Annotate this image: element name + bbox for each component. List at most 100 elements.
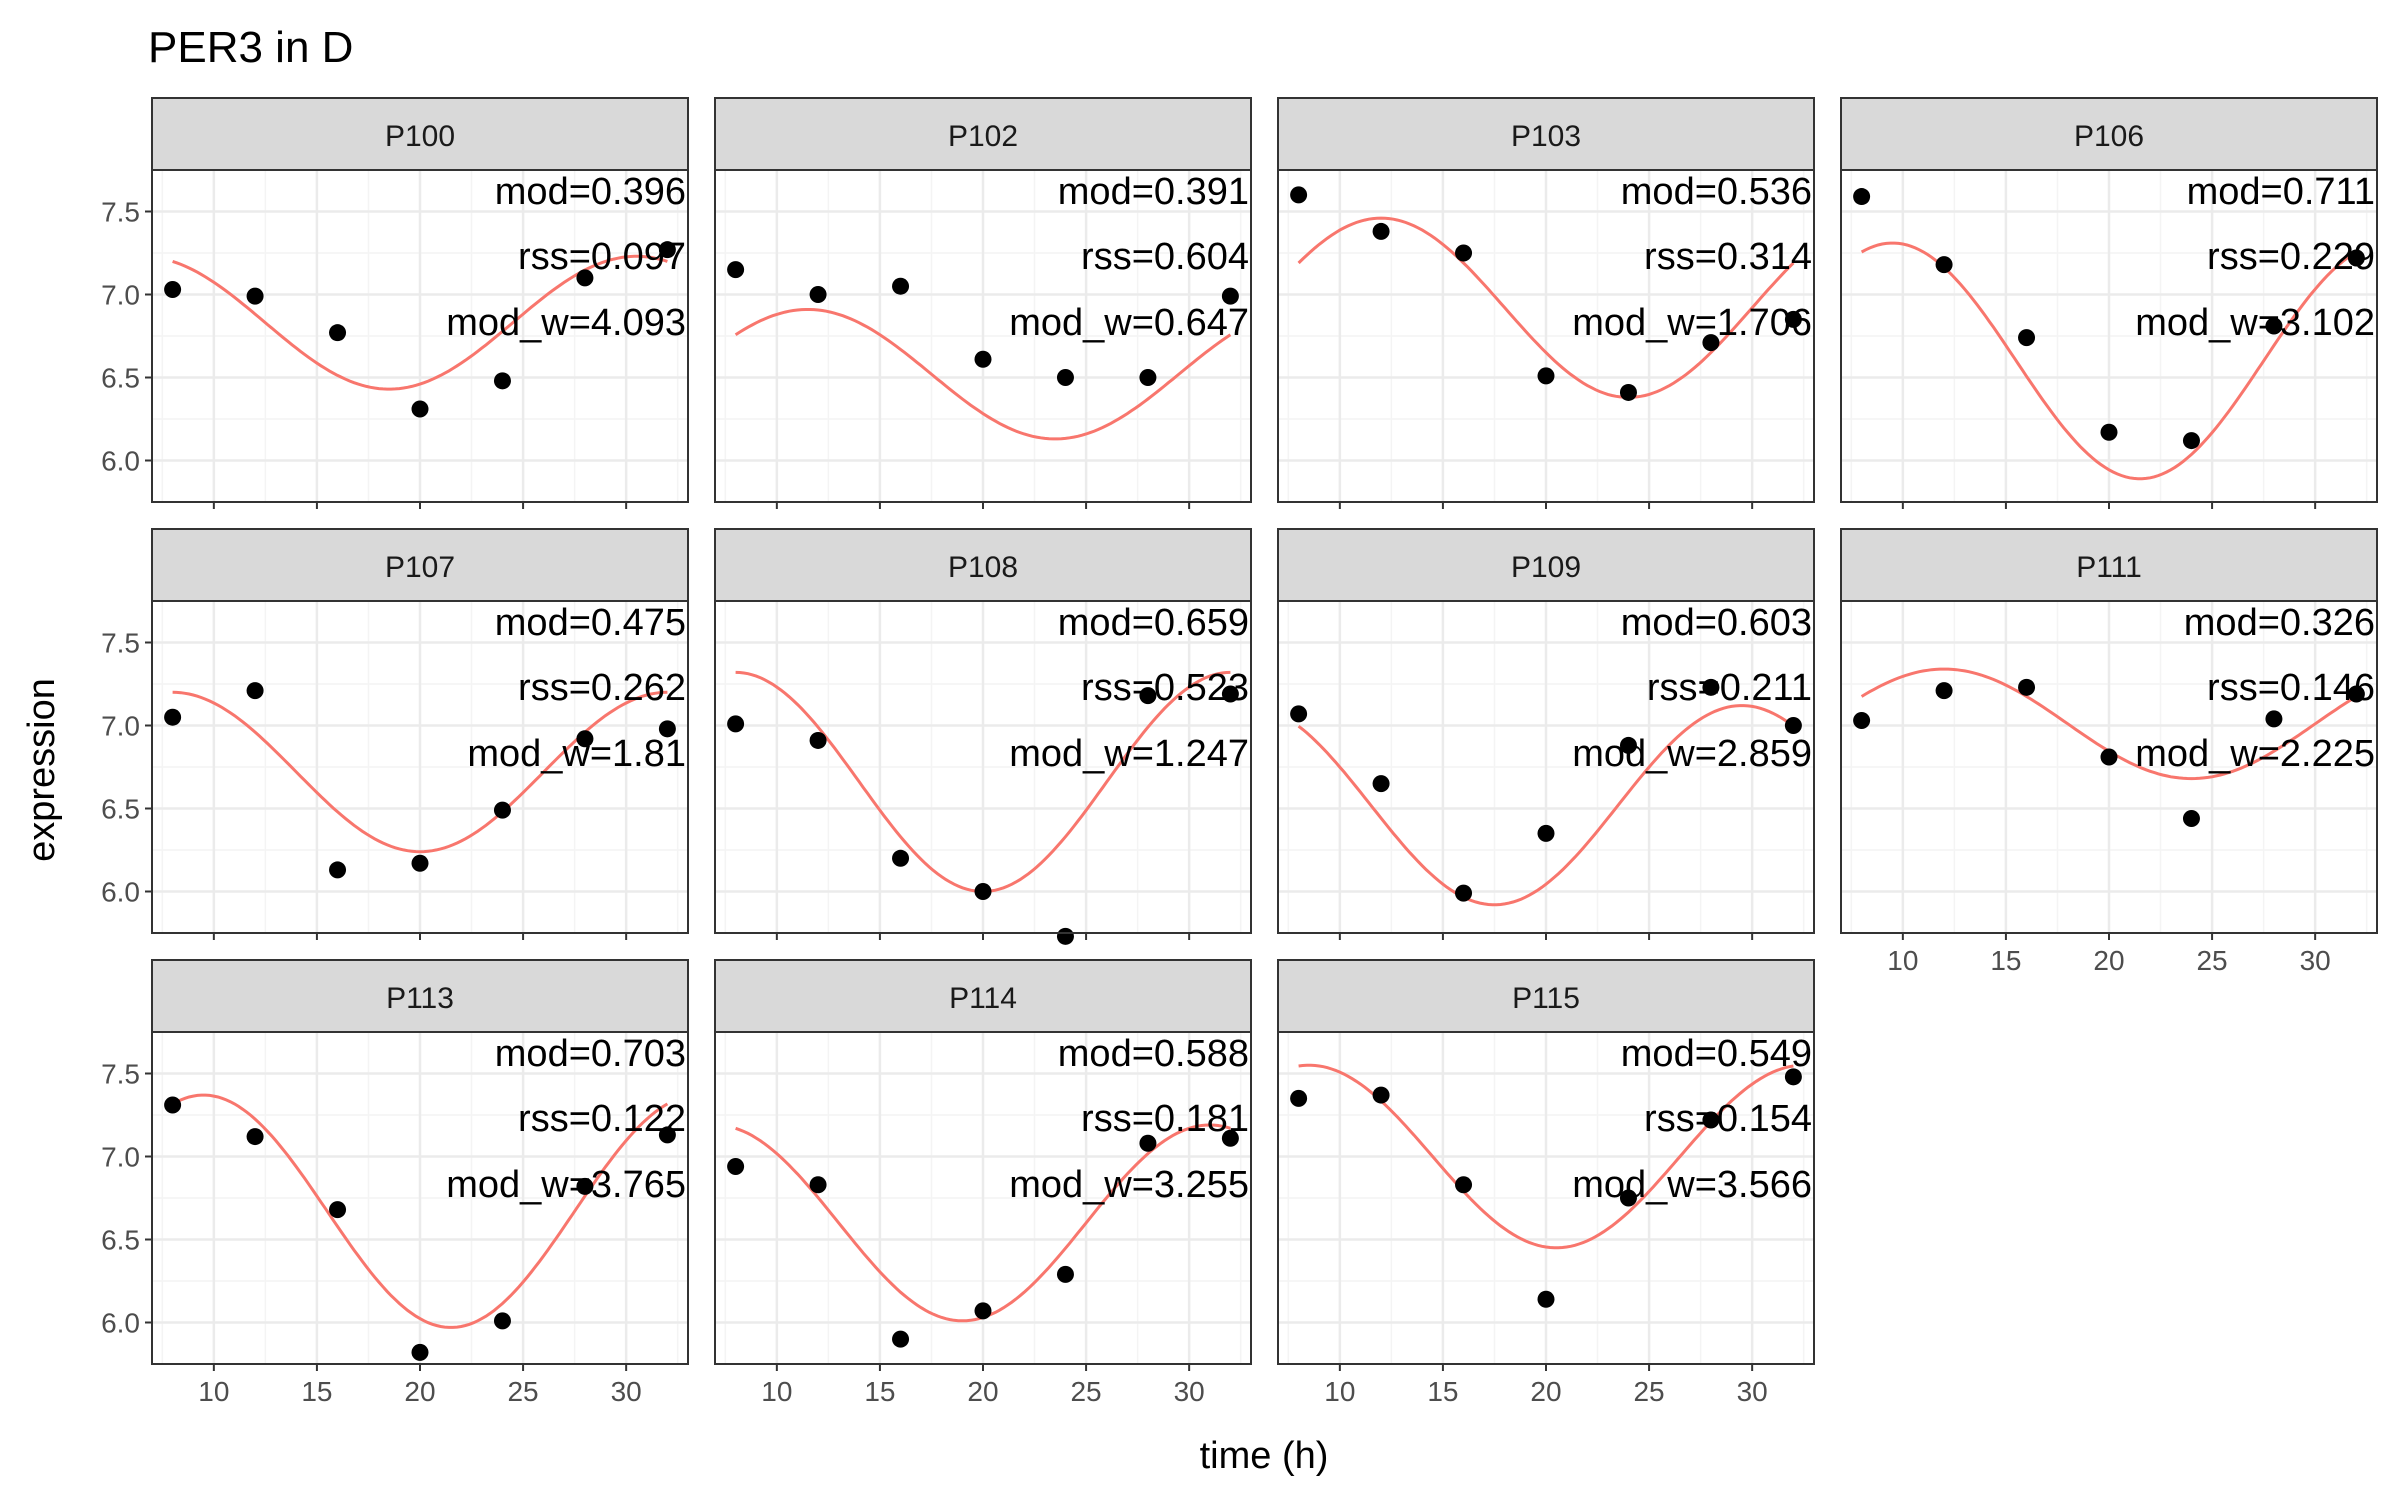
annotation-mod: mod=0.326 <box>2184 602 2375 644</box>
facet-strip <box>714 97 1252 171</box>
annotation-rss: rss=0.154 <box>1644 1098 1812 1140</box>
data-point <box>2100 748 2118 766</box>
annotation-mod: mod=0.536 <box>1621 171 1812 213</box>
annotation-mod-w: mod_w=4.093 <box>446 302 686 344</box>
x-tick-label: 15 <box>301 1376 332 1407</box>
data-point <box>1702 334 1720 352</box>
data-point <box>1139 369 1157 386</box>
facet-panel-p111: P111 mod=0.326 rss=0.146 mod_w=2.225 10 15 20 2… <box>1840 528 2378 976</box>
x-axis-title: time (h) <box>1200 1435 1329 1477</box>
data-point <box>246 287 264 305</box>
data-point <box>246 1128 264 1146</box>
x-tick-label: 30 <box>611 1376 642 1407</box>
facet-strip <box>1277 97 1815 171</box>
data-point <box>1221 287 1239 305</box>
chart-title: PER3 in D <box>148 23 353 72</box>
data-point <box>1290 1089 1308 1107</box>
data-point <box>1139 687 1157 705</box>
annotation-mod: mod=0.588 <box>1058 1033 1249 1075</box>
data-point <box>1056 369 1074 386</box>
facet-strip-label: P113 <box>386 982 454 1015</box>
data-point <box>1221 1129 1239 1147</box>
annotation-mod-w: mod_w=3.102 <box>2135 302 2375 344</box>
data-point <box>576 730 594 748</box>
y-tick-label: 7.0 <box>101 711 140 742</box>
facet-panel-p106: P106 mod=0.711 rss=0.229 mod_w=3.102 <box>1840 97 2378 509</box>
facet-strip <box>1277 959 1815 1033</box>
x-tick-label: 10 <box>761 1376 792 1407</box>
facet-panel-p113: P113 mod=0.703 rss=0.122 mod_w=3.765 6.0 6.5 7… <box>101 959 689 1407</box>
data-point <box>493 801 511 819</box>
annotation-mod: mod=0.475 <box>495 602 686 644</box>
annotation-mod: mod=0.396 <box>495 171 686 213</box>
data-point <box>658 1126 676 1144</box>
data-point <box>2100 423 2118 441</box>
data-point <box>1221 685 1239 703</box>
facet-strip <box>151 97 689 171</box>
data-point <box>1702 678 1720 696</box>
annotation-rss: rss=0.211 <box>1647 667 1812 709</box>
annotation-mod-w: mod_w=3.566 <box>1572 1164 1812 1206</box>
data-point <box>1372 222 1390 240</box>
data-point <box>809 286 827 303</box>
facet-strip-label: P108 <box>948 551 1018 584</box>
data-point <box>892 1330 910 1348</box>
x-tick-label: 25 <box>2196 945 2227 976</box>
facet-strip-label: P100 <box>385 120 455 153</box>
data-point <box>727 715 745 733</box>
data-point <box>164 1096 182 1114</box>
x-tick-label: 25 <box>1633 1376 1664 1407</box>
facet-strip <box>1840 528 2378 602</box>
facet-panel-p114: P114 mod=0.588 rss=0.181 mod_w=3.255 10 15 20 2… <box>714 959 1252 1407</box>
facet-strip <box>1277 528 1815 602</box>
fit-curve <box>734 308 1232 441</box>
data-point <box>2018 329 2036 347</box>
y-tick-label: 6.0 <box>101 1308 140 1339</box>
x-tick-label: 10 <box>198 1376 229 1407</box>
x-tick-label: 20 <box>404 1376 435 1407</box>
data-point <box>1056 927 1074 945</box>
facet-strip-label: P109 <box>1511 551 1581 584</box>
annotation-rss: rss=0.122 <box>518 1098 686 1140</box>
x-tick-label: 25 <box>507 1376 538 1407</box>
data-point <box>329 324 347 342</box>
facet-strip-label: P107 <box>385 551 455 584</box>
data-point <box>974 883 992 900</box>
data-point <box>1619 1189 1637 1207</box>
annotation-mod-w: mod_w=1.81 <box>467 733 686 775</box>
annotation-mod-w: mod_w=1.706 <box>1572 302 1812 344</box>
data-point <box>1139 1134 1157 1152</box>
annotation-mod-w: mod_w=2.225 <box>2135 733 2375 775</box>
x-tick-label: 20 <box>1530 1376 1561 1407</box>
data-point <box>1935 682 1953 700</box>
fit-curve <box>1297 216 1795 399</box>
data-point <box>727 261 745 279</box>
data-point <box>411 400 429 418</box>
facet-panel-p115: P115 mod=0.549 rss=0.154 mod_w=3.566 10 15 20 2… <box>1277 959 1815 1407</box>
data-point <box>411 1343 429 1361</box>
data-point <box>1784 717 1802 734</box>
data-point <box>1853 712 1871 730</box>
data-point <box>1290 186 1308 204</box>
facet-strip-label: P103 <box>1511 120 1581 153</box>
data-point <box>2182 432 2200 450</box>
data-point <box>1455 244 1473 262</box>
y-tick-label: 6.5 <box>101 794 140 825</box>
data-point <box>1784 1068 1802 1086</box>
data-point <box>1537 367 1555 385</box>
panels-group: P100 mod=0.396 rss=0.097 mod_w=4.093 6.0 6.5 7… <box>101 97 2378 1407</box>
annotation-rss: rss=0.181 <box>1081 1098 1249 1140</box>
data-point <box>1290 705 1308 723</box>
data-point <box>2347 685 2365 703</box>
data-point <box>2265 317 2283 335</box>
data-point <box>1853 188 1871 206</box>
data-point <box>1056 1265 1074 1283</box>
facet-strip-label: P114 <box>949 982 1017 1015</box>
annotation-mod: mod=0.549 <box>1621 1033 1812 1075</box>
y-tick-label: 6.5 <box>101 1225 140 1256</box>
data-point <box>658 241 676 259</box>
annotation-mod-w: mod_w=0.647 <box>1009 302 1249 344</box>
data-point <box>1372 775 1390 793</box>
annotation-mod-w: mod_w=3.765 <box>446 1164 686 1206</box>
